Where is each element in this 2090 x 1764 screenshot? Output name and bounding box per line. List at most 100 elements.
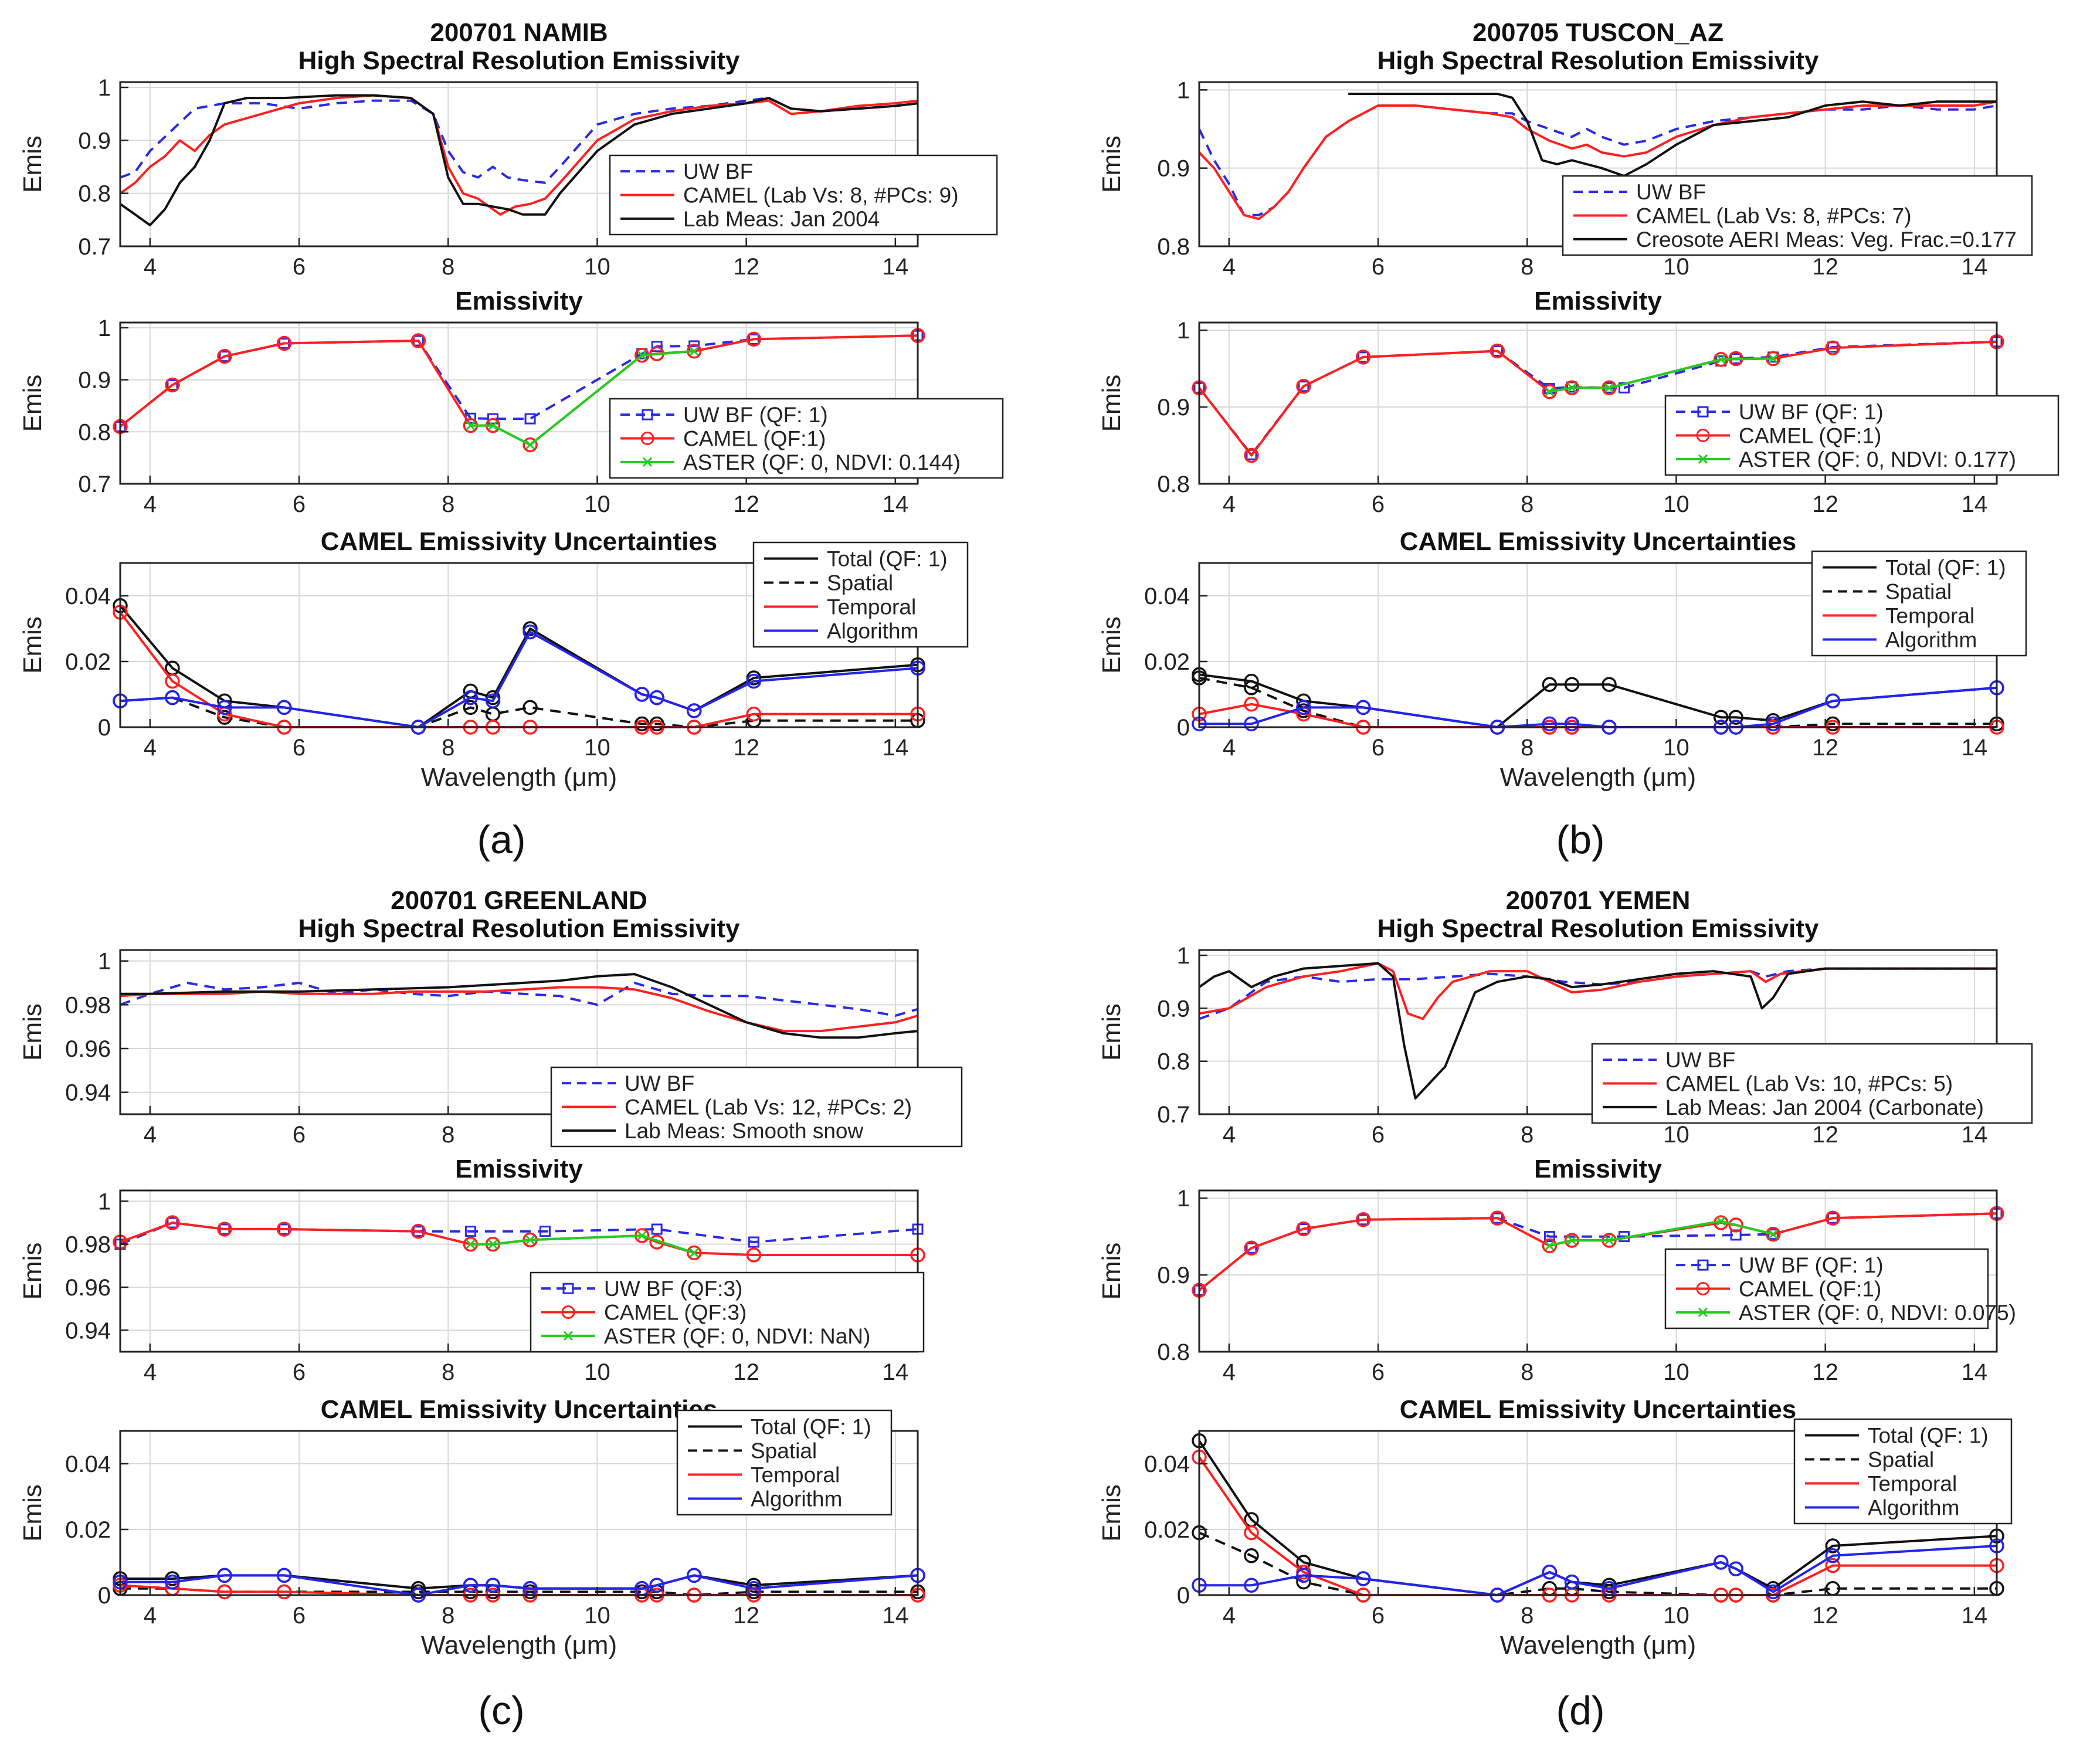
chart-title: 200705 TUSCON_AZ <box>1473 18 1723 47</box>
x-axis-label: Wavelength (μm) <box>1500 763 1696 792</box>
data-point <box>1564 716 1580 732</box>
data-point <box>1355 700 1371 715</box>
legend-label: Spatial <box>827 571 893 595</box>
x-tick-label: 4 <box>144 1122 157 1148</box>
legend-label: Spatial <box>751 1439 817 1463</box>
y-tick-label: 0 <box>98 715 111 741</box>
x-tick-label: 12 <box>1812 1122 1838 1148</box>
data-point <box>1543 1231 1555 1243</box>
subplot-d-3: CAMEL Emissivity Uncertainties 4 6 8 10 12 14 0… <box>1097 1395 2013 1660</box>
y-tick-label: 0.96 <box>65 1036 111 1062</box>
data-point <box>686 1245 702 1261</box>
data-point <box>1730 1229 1742 1241</box>
x-tick-label: 10 <box>1663 1359 1689 1385</box>
legend-box <box>1591 1043 2033 1124</box>
y-tick-label: 0.98 <box>65 992 111 1018</box>
y-tick-label: 1 <box>98 75 111 101</box>
subplot-c-2: Emissivity 4 6 8 10 12 14 0.94 0.96 0.98 1 Emis UW B… <box>18 1155 925 1385</box>
subplot-a-3: CAMEL Emissivity Uncertainties 4 6 8 10 12 14 0… <box>18 527 969 792</box>
y-tick-label: 0.02 <box>65 649 111 675</box>
x-tick-label: 8 <box>442 1603 454 1629</box>
legend-box <box>1562 175 2033 256</box>
data-point <box>1825 693 1841 708</box>
series-line-creosote <box>1348 93 1997 177</box>
x-axis-label: Wavelength (μm) <box>421 763 617 792</box>
x-tick-label: 10 <box>584 254 610 280</box>
x-tick-label: 14 <box>883 735 909 761</box>
legend-box <box>1793 1418 2013 1525</box>
data-point <box>651 1223 663 1235</box>
series-line-camel <box>1198 100 1997 220</box>
data-point <box>539 1226 551 1237</box>
chart-subtitle: High Spectral Resolution Emissivity <box>1377 46 1819 75</box>
legend-label: Temporal <box>1885 604 1974 628</box>
legend-label: Algorithm <box>827 619 918 643</box>
legend-label: CAMEL (Lab Vs: 8, #PCs: 9) <box>683 184 959 208</box>
chart-title: CAMEL Emissivity Uncertainties <box>1400 1395 1797 1424</box>
data-point <box>746 1247 762 1263</box>
x-tick-label: 12 <box>733 735 759 761</box>
series-line-algorithm <box>1199 686 1997 728</box>
data-point <box>1567 383 1577 393</box>
data-point <box>1490 1210 1505 1226</box>
data-point <box>1765 1226 1781 1242</box>
data-point <box>485 693 501 708</box>
subplot-b-2: Emissivity 4 6 8 10 12 14 0.8 0.9 1 Emis UW BF (QF:… <box>1097 287 2060 517</box>
legend-label: UW BF (QF:3) <box>604 1277 742 1301</box>
axes-frame <box>119 1430 919 1596</box>
data-point <box>525 1235 535 1245</box>
y-tick-label: 1 <box>1177 943 1190 969</box>
y-tick-label: 0.8 <box>1157 471 1190 497</box>
data-point <box>1542 1238 1558 1254</box>
legend-label: UW BF <box>1636 180 1706 204</box>
data-point <box>1713 1555 1729 1570</box>
data-point <box>463 700 479 715</box>
y-axis-label: Emis <box>1097 1484 1126 1542</box>
legend-label: ASTER (QF: 0, NDVI: 0.075) <box>1739 1301 2016 1325</box>
series-line-uw <box>120 1222 918 1246</box>
legend-label: UW BF <box>625 1071 694 1095</box>
data-point <box>1244 1548 1259 1563</box>
legend-box <box>530 1271 925 1353</box>
y-tick-label: 0.9 <box>1157 395 1190 420</box>
x-tick-label: 6 <box>293 1359 306 1385</box>
x-tick-label: 10 <box>584 1359 610 1385</box>
data-point <box>637 1230 647 1241</box>
data-point <box>1296 700 1311 715</box>
x-tick-label: 6 <box>293 1603 306 1629</box>
legend-marker <box>642 409 653 420</box>
data-point <box>488 420 498 430</box>
data-point <box>1825 1210 1841 1226</box>
data-point <box>463 690 479 705</box>
legend-label: Total (QF: 1) <box>1885 556 2006 580</box>
panel-label-b: (b) <box>1556 817 1604 862</box>
chart-title: 200701 NAMIB <box>430 18 608 47</box>
data-point <box>1244 1240 1259 1256</box>
x-tick-label: 6 <box>293 735 306 761</box>
data-point <box>466 1239 476 1249</box>
legend-box <box>1664 395 2060 476</box>
data-point <box>488 1239 498 1249</box>
legend: UW BF (QF: 1)CAMEL (QF:1)ASTER (QF: 0, N… <box>609 398 1004 479</box>
legend-label: CAMEL (Lab Vs: 12, #PCs: 2) <box>625 1095 912 1120</box>
legend-marker <box>562 1283 574 1294</box>
data-point <box>217 348 232 364</box>
data-point <box>1604 383 1614 393</box>
data-point <box>686 1568 702 1583</box>
data-point <box>522 437 538 453</box>
x-tick-label: 4 <box>144 1359 157 1385</box>
chart-subtitle: High Spectral Resolution Emissivity <box>298 46 740 75</box>
chart-title: 200701 YEMEN <box>1506 886 1691 915</box>
legend-label: Total (QF: 1) <box>827 547 948 571</box>
x-tick-label: 12 <box>1812 1359 1838 1385</box>
x-tick-label: 4 <box>1223 1122 1236 1148</box>
x-tick-label: 8 <box>442 1122 454 1148</box>
y-tick-label: 0.94 <box>65 1318 111 1344</box>
legend-label: Lab Meas: Smooth snow <box>625 1119 863 1143</box>
legend-marker <box>561 1305 575 1319</box>
